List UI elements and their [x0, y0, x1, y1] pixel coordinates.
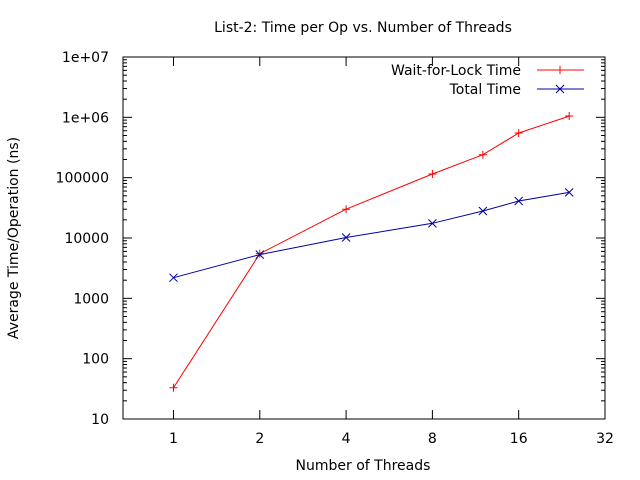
legend-marker-wait-for-lock-time — [556, 66, 564, 74]
data-point-wait-for-lock-time — [169, 383, 178, 392]
data-point-total-time — [514, 196, 524, 206]
chart-title: List-2: Time per Op vs. Number of Thread… — [214, 20, 512, 36]
series-line-total-time — [173, 191, 570, 279]
legend-label-wait-for-lock-time: Wait-for-Lock Time — [391, 63, 521, 79]
y-axis-label: Average Time/Operation (ns) — [6, 137, 22, 339]
x-tick-label: 16 — [510, 431, 528, 447]
y-tick-label: 1e+06 — [62, 110, 109, 126]
axes: 10 100 1000 10000 100000 1e+06 1e+07 1 2 4 8 16 32 — [56, 50, 614, 447]
plot-frame — [122, 56, 606, 420]
legend-label-total-time: Total Time — [449, 82, 521, 98]
x-axis-label: Number of Threads — [296, 458, 431, 474]
series-total-time — [169, 188, 574, 283]
y-tick-label: 100000 — [56, 171, 109, 187]
data-point-wait-for-lock-time — [428, 170, 437, 179]
series-layer — [169, 112, 574, 392]
series-wait-for-lock-time — [169, 112, 574, 392]
legend: Wait-for-Lock Time Total Time — [391, 63, 584, 98]
data-point-total-time — [341, 233, 351, 242]
y-tick-label: 100 — [82, 352, 109, 368]
y-tick-label: 1e+07 — [62, 50, 109, 66]
data-point-wait-for-lock-time — [478, 150, 487, 159]
data-point-wait-for-lock-time — [342, 205, 351, 214]
legend-marker-total-time — [555, 84, 565, 94]
data-point-total-time — [255, 250, 265, 259]
data-point-total-time — [478, 206, 488, 216]
data-point-wait-for-lock-time — [565, 112, 574, 121]
x-tick-label: 2 — [255, 431, 264, 447]
data-point-total-time — [169, 273, 178, 283]
y-tick-label: 1000 — [73, 291, 109, 307]
data-point-total-time — [428, 218, 437, 228]
x-tick-label: 32 — [596, 431, 614, 447]
y-tick-label: 10000 — [64, 231, 109, 247]
x-tick-label: 1 — [169, 431, 178, 447]
x-tick-label: 4 — [342, 431, 351, 447]
data-point-wait-for-lock-time — [514, 128, 523, 137]
data-point-total-time — [564, 188, 574, 197]
series-line-wait-for-lock-time — [173, 115, 570, 388]
x-tick-label: 8 — [428, 431, 437, 447]
y-tick-label: 10 — [91, 412, 109, 428]
